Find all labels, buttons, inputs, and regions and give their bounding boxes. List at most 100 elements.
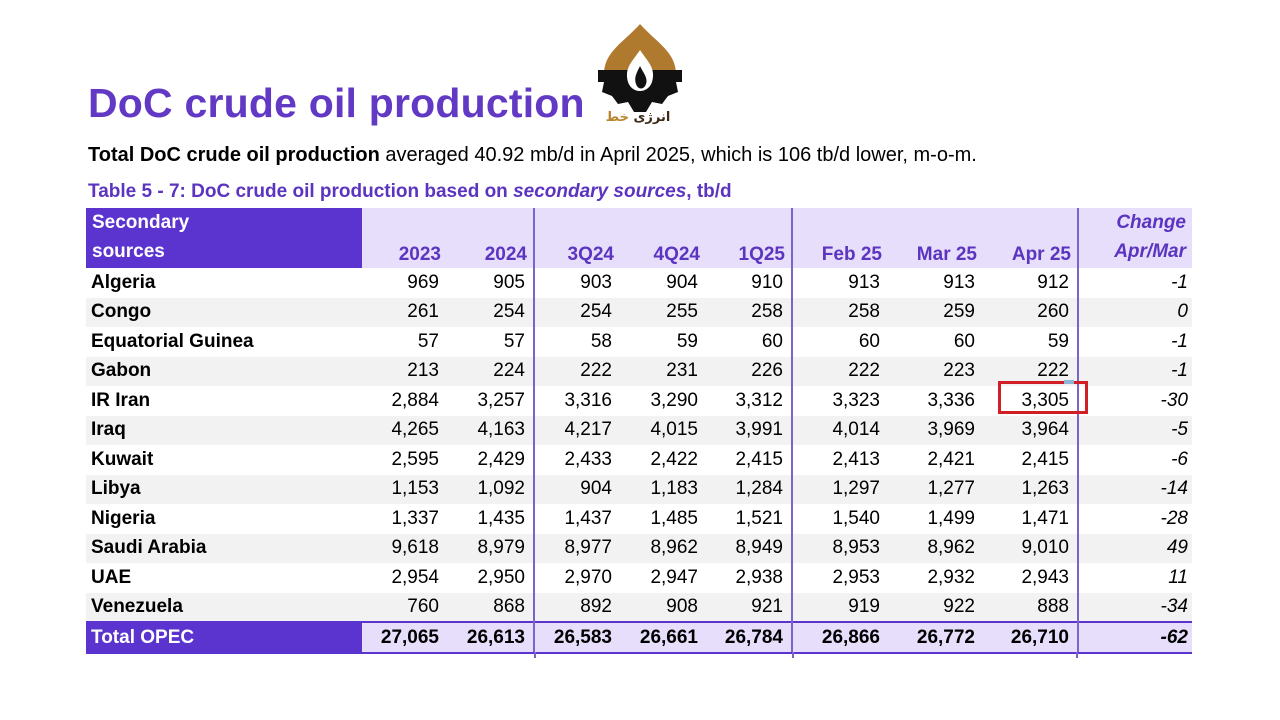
country-name: Equatorial Guinea	[91, 330, 254, 352]
table-total-row: Total OPEC 27,065 26,613 26,583 26,661 26,784…	[86, 621, 1192, 654]
value-cell: 4,014	[792, 415, 888, 445]
value-cell: 2,421	[927, 448, 975, 470]
value-cell: 258	[792, 297, 888, 327]
header-col-2024: 2024	[447, 208, 535, 268]
value-cell: 1,092	[447, 474, 535, 504]
value-cell: 1,471	[983, 504, 1079, 534]
change-cell: -30	[1160, 389, 1188, 411]
value-cell: 4,265	[362, 415, 447, 445]
column-divider-tail	[792, 652, 794, 658]
value-cell: 231	[620, 356, 706, 386]
value-cell: 921	[706, 592, 793, 622]
value-cell: 8,977	[534, 533, 620, 563]
value-cell: 2,433	[564, 448, 612, 470]
value-cell: 57	[417, 330, 439, 352]
change-cell: 11	[1168, 566, 1188, 588]
value-cell: 892	[534, 592, 620, 622]
value-cell: 26,661	[620, 621, 706, 654]
value-cell: 2,595	[391, 448, 439, 470]
value-cell: 213	[362, 356, 447, 386]
value-cell: 2,943	[983, 563, 1079, 593]
value-cell: 255	[620, 297, 706, 327]
change-cell: 49	[1078, 533, 1192, 563]
table-row: Venezuela 760 868 892 908 921 919 922 888 -34	[86, 592, 1192, 622]
value-cell: 26,772	[888, 621, 983, 654]
value-cell: 2,413	[832, 448, 880, 470]
country-name: Libya	[86, 474, 362, 504]
value-cell: 904	[666, 271, 698, 293]
value-cell: 9,618	[362, 533, 447, 563]
value-cell: 760	[362, 592, 447, 622]
value-cell: 1,277	[888, 474, 983, 504]
value-cell: 223	[888, 356, 983, 386]
change-cell: -6	[1171, 448, 1188, 470]
value-cell: 2,950	[447, 563, 535, 593]
cell-marker	[1064, 380, 1074, 384]
value-cell: 919	[792, 592, 888, 622]
country-name: Total OPEC	[86, 621, 362, 654]
header-col-apr25: Apr 25	[983, 208, 1079, 268]
table-header-row: Secondary sources 2023 2024 3Q24 4Q24 1Q2…	[86, 208, 1192, 268]
value-cell: 8,979	[447, 533, 535, 563]
header-secondary-sources: Secondary sources	[86, 208, 362, 268]
table-row: Saudi Arabia 9,618 8,979 8,977 8,962 8,949 8,9…	[86, 533, 1192, 563]
country-name: Kuwait	[91, 448, 154, 470]
value-cell: 1,499	[927, 507, 975, 529]
value-cell: 2,422	[650, 448, 698, 470]
value-cell: 3,290	[650, 389, 698, 411]
page-title: DoC crude oil production	[88, 80, 585, 126]
change-cell: -1	[1171, 271, 1188, 293]
table-row: UAE 2,954 2,950 2,970 2,947 2,938 2,953 2,932 2,…	[86, 563, 1192, 593]
country-name: Saudi Arabia	[86, 533, 362, 563]
table-row: Equatorial Guinea 57 57 58 59 60 60 60 59 -1	[86, 327, 1192, 357]
value-cell: 60	[953, 330, 975, 352]
value-cell: 3,257	[447, 386, 535, 416]
value-cell: 969	[407, 271, 439, 293]
value-cell: 57	[447, 327, 535, 357]
table-row: Nigeria 1,337 1,435 1,437 1,485 1,521 1,540 1,4…	[86, 504, 1192, 534]
value-cell: 224	[447, 356, 535, 386]
value-cell: 1,435	[447, 504, 535, 534]
value-cell: 2,884	[391, 389, 439, 411]
value-cell: 1,153	[362, 474, 447, 504]
header-col-4q24: 4Q24	[620, 208, 706, 268]
value-cell: 59	[676, 330, 698, 352]
logo-text: انرژی خط	[605, 110, 671, 125]
value-cell: 3,336	[927, 389, 975, 411]
value-cell: 913	[943, 271, 975, 293]
column-divider-tail	[1076, 652, 1078, 658]
table-row: Kuwait 2,595 2,429 2,433 2,422 2,415 2,413 2,42…	[86, 445, 1192, 475]
change-cell: -28	[1160, 507, 1188, 529]
value-cell: 254	[447, 297, 535, 327]
value-cell: 2,970	[564, 566, 612, 588]
change-cell: -1	[1171, 330, 1188, 352]
table-caption: Table 5 - 7: DoC crude oil production ba…	[88, 181, 732, 202]
change-cell: 0	[1078, 297, 1192, 327]
value-cell: 908	[620, 592, 706, 622]
country-name: Congo	[86, 297, 362, 327]
value-cell: 3,991	[706, 415, 793, 445]
value-cell: 3,323	[832, 389, 880, 411]
column-divider-tail	[534, 652, 536, 658]
value-cell: 8,962	[888, 533, 983, 563]
value-cell: 1,540	[832, 507, 880, 529]
value-cell: 1,297	[792, 474, 888, 504]
country-name: Venezuela	[86, 592, 362, 622]
value-cell: 3,316	[564, 389, 612, 411]
value-cell: 59	[983, 327, 1079, 357]
value-cell: 868	[447, 592, 535, 622]
value-cell: 903	[580, 271, 612, 293]
value-cell: 1,437	[564, 507, 612, 529]
value-cell: 222	[534, 356, 620, 386]
table-row: Iraq 4,265 4,163 4,217 4,015 3,991 4,014 3,969 3…	[86, 415, 1192, 445]
value-cell: 922	[888, 592, 983, 622]
table-row: Algeria 969 905 903 904 910 913 913 912 -1	[86, 268, 1192, 298]
value-cell: 1,337	[391, 507, 439, 529]
value-cell: 60	[858, 330, 880, 352]
value-cell: 226	[706, 356, 793, 386]
change-cell: -14	[1078, 474, 1192, 504]
change-cell: -1	[1078, 356, 1192, 386]
change-cell: -5	[1078, 415, 1192, 445]
value-cell: 1,284	[706, 474, 793, 504]
value-cell: 2,932	[927, 566, 975, 588]
